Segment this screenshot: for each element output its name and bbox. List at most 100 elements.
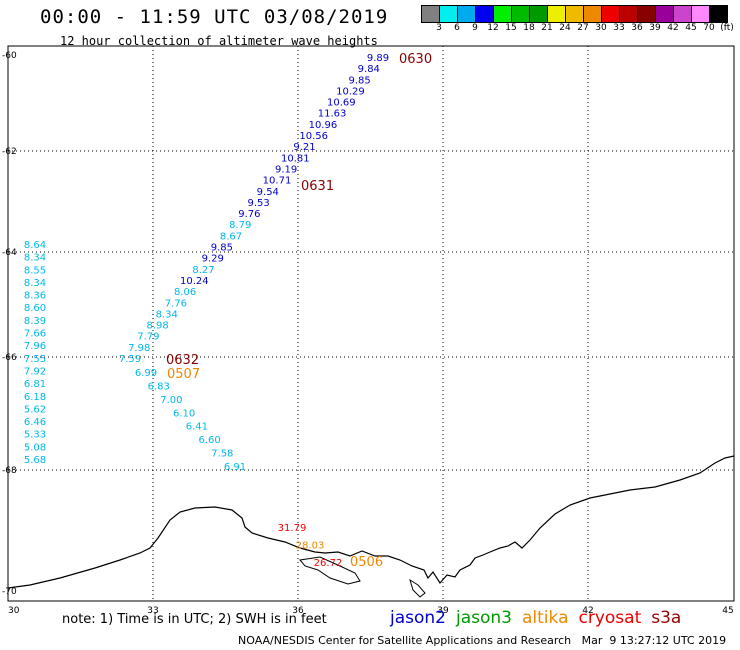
swh-value: 10.71 xyxy=(263,176,292,187)
swh-value: 8.06 xyxy=(174,287,196,298)
latitude-label: -64 xyxy=(2,248,17,258)
coastline-islet xyxy=(409,578,426,598)
swh-value: 10.24 xyxy=(180,276,209,287)
swh-value: 9.53 xyxy=(247,198,269,209)
satellite-legend-item: altika xyxy=(522,608,569,628)
scale-label: (ft) xyxy=(720,23,734,33)
swh-value: 31.79 xyxy=(278,523,307,534)
swh-value: 9.89 xyxy=(367,53,389,64)
scale-swatch xyxy=(422,6,439,22)
swh-value: 10.69 xyxy=(327,98,356,109)
antarctic-coastline xyxy=(7,455,735,589)
satellite-legend-item: s3a xyxy=(651,608,682,628)
swh-value: 10.81 xyxy=(281,153,310,164)
swh-value: 9.19 xyxy=(275,165,297,176)
credit-footer: NOAA/NESDIS Center for Satellite Applica… xyxy=(238,634,727,647)
scale-swatch xyxy=(637,6,655,22)
scale-label: 9 xyxy=(472,23,478,33)
swh-value: 7.79 xyxy=(137,332,159,343)
pass-id-label: 0630 xyxy=(399,52,432,67)
longitude-label: 30 xyxy=(8,606,20,616)
scale-swatch xyxy=(475,6,493,22)
swh-value: 9.21 xyxy=(293,142,315,153)
swh-value: 8.34 xyxy=(24,278,46,289)
longitude-label: 45 xyxy=(722,606,733,616)
scale-label: 45 xyxy=(685,23,697,33)
swh-value: 5.33 xyxy=(24,430,46,441)
latitude-label: -66 xyxy=(2,353,17,363)
scale-label: 42 xyxy=(667,23,679,33)
scale-label: 15 xyxy=(505,23,517,33)
swh-value: 6.46 xyxy=(24,417,46,428)
swh-value: 9.85 xyxy=(348,75,370,86)
pass-id-label: 0507 xyxy=(167,367,200,382)
scale-label: 36 xyxy=(631,23,643,33)
satellite-legend-item: jason3 xyxy=(456,608,512,628)
scale-swatch xyxy=(565,6,583,22)
scale-swatch xyxy=(619,6,637,22)
swh-value: 6.81 xyxy=(24,379,46,390)
swh-value: 8.27 xyxy=(192,265,214,276)
swh-value: 6.83 xyxy=(148,381,170,392)
swh-value: 6.99 xyxy=(135,368,157,379)
scale-label: 33 xyxy=(613,23,625,33)
swh-value: 7.00 xyxy=(160,395,182,406)
scale-swatch xyxy=(439,6,457,22)
satellite-legend: jason2 jason3 altika cryosat s3a xyxy=(390,608,691,628)
scale-label: 21 xyxy=(541,23,553,33)
swh-value: 7.55 xyxy=(24,354,46,365)
scale-label: 27 xyxy=(577,23,589,33)
latitude-label: -70 xyxy=(2,587,17,597)
scale-swatch xyxy=(511,6,529,22)
scale-label: 3 xyxy=(436,23,442,33)
satellite-legend-item: jason2 xyxy=(390,608,446,628)
scale-swatch xyxy=(583,6,601,22)
scale-swatch xyxy=(709,6,727,22)
map-subtitle: 12 hour collection of altimeter wave hei… xyxy=(60,34,378,48)
swh-value: 8.64 xyxy=(24,240,46,251)
swh-value: 8.55 xyxy=(24,265,46,276)
scale-label: 12 xyxy=(487,23,499,33)
satellite-legend-item: cryosat xyxy=(578,608,642,628)
scale-swatch xyxy=(529,6,547,22)
swh-value: 6.10 xyxy=(173,408,195,419)
pass-id-label: 0631 xyxy=(301,179,334,194)
scale-swatch xyxy=(673,6,691,22)
longitude-label: 42 xyxy=(582,606,593,616)
swh-value: 8.79 xyxy=(229,220,251,231)
swh-value: 8.34 xyxy=(156,309,178,320)
swh-value: 5.68 xyxy=(24,455,46,466)
map-title: 00:00 - 11:59 UTC 03/08/2019 xyxy=(40,6,389,28)
swh-value: 6.18 xyxy=(24,392,46,403)
longitude-label: 39 xyxy=(437,606,449,616)
latitude-label: -62 xyxy=(2,147,17,157)
swh-value: 5.08 xyxy=(24,442,46,453)
scale-swatch xyxy=(691,6,709,22)
latitude-label: -68 xyxy=(2,466,17,476)
scale-swatch xyxy=(655,6,673,22)
swh-value: 11.63 xyxy=(318,109,347,120)
swh-value: 10.56 xyxy=(299,131,328,142)
swh-value: 9.29 xyxy=(202,254,224,265)
swh-value: 7.98 xyxy=(128,343,150,354)
swh-value: 10.96 xyxy=(309,120,338,131)
scale-label: 18 xyxy=(523,23,535,33)
swh-value: 5.62 xyxy=(24,404,46,415)
scale-label: 30 xyxy=(595,23,607,33)
swh-value: 10.29 xyxy=(336,86,365,97)
swh-value: 9.76 xyxy=(238,209,260,220)
scale-label: 70 xyxy=(703,23,715,33)
swh-value: 7.59 xyxy=(119,354,141,365)
footnote: note: 1) Time is in UTC; 2) SWH is in fe… xyxy=(62,612,327,627)
coastline-inlet xyxy=(299,556,361,585)
swh-value: 9.85 xyxy=(211,243,233,254)
scale-label: 24 xyxy=(559,23,571,33)
swh-value: 6.41 xyxy=(186,422,208,433)
longitude-label: 33 xyxy=(147,606,158,616)
swh-value: 26.72 xyxy=(314,558,343,569)
swh-value: 7.58 xyxy=(211,449,233,460)
swh-value: 7.76 xyxy=(165,298,187,309)
scale-swatch xyxy=(493,6,511,22)
swh-value: 7.92 xyxy=(24,367,46,378)
swh-value: 28.03 xyxy=(296,541,325,552)
